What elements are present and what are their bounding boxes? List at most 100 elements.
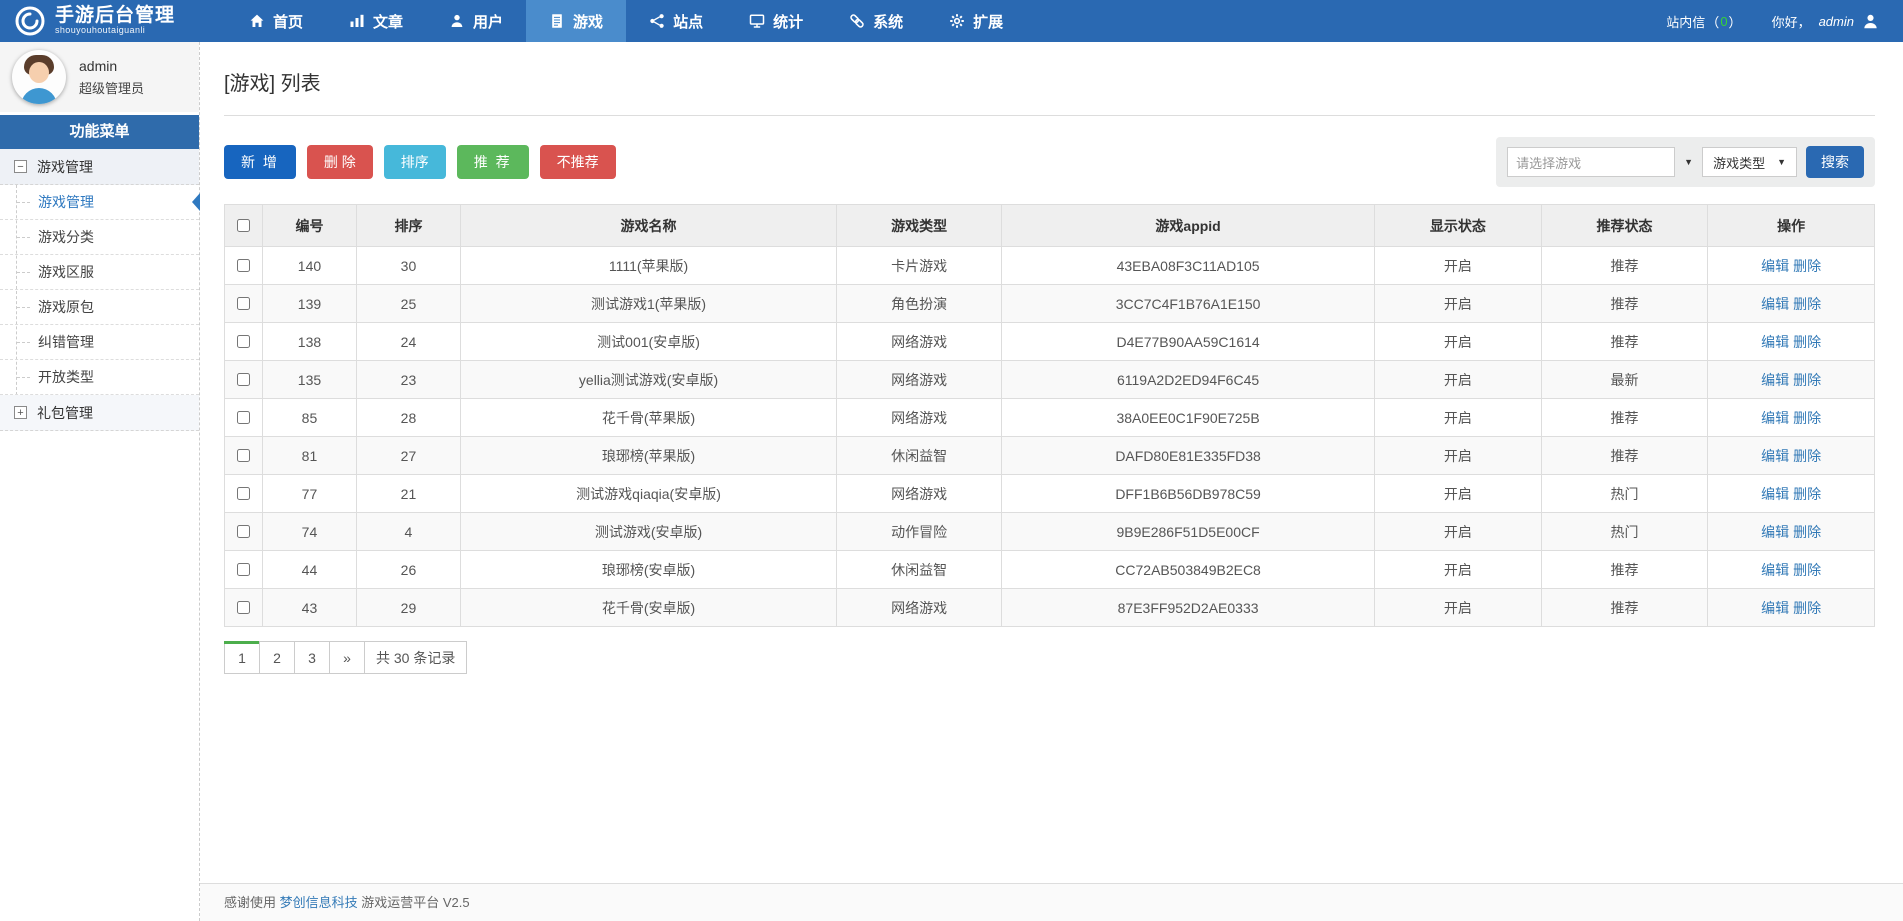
edit-link[interactable]: 编辑: [1761, 599, 1790, 616]
game-type-select[interactable]: 游戏类型 ▼: [1702, 147, 1797, 177]
cell-status: 开启: [1374, 474, 1542, 513]
cell-id: 138: [261, 322, 357, 361]
chevron-down-icon[interactable]: ▼: [1684, 157, 1694, 167]
sidebar-item-game-servers[interactable]: 游戏区服: [0, 255, 199, 290]
table-row: 74 4 测试游戏(安卓版) 动作冒险 9B9E286F51D5E00CF 开启 热门 编辑删…: [224, 512, 1875, 551]
cell-sort: 26: [355, 550, 461, 589]
sidebar-group-children: 游戏管理 游戏分类 游戏区服 游戏原包 纠错管理 开放类型: [0, 185, 200, 395]
collapse-icon[interactable]: −: [14, 160, 27, 173]
delete-link[interactable]: 删除: [1793, 599, 1822, 616]
row-checkbox[interactable]: [237, 601, 251, 614]
delete-link[interactable]: 删除: [1793, 257, 1822, 274]
row-checkbox[interactable]: [237, 487, 251, 500]
delete-link[interactable]: 删除: [1793, 409, 1822, 426]
add-button[interactable]: 新 增: [224, 145, 296, 179]
footer-company-link[interactable]: 梦创信息科技: [279, 895, 358, 910]
nav-label: 统计: [773, 13, 804, 31]
edit-link[interactable]: 编辑: [1761, 333, 1790, 350]
row-checkbox[interactable]: [237, 373, 251, 386]
nav-label: 系统: [873, 13, 904, 31]
cell-sort: 29: [355, 588, 461, 627]
sidebar-item-error-manage[interactable]: 纠错管理: [0, 325, 199, 360]
sidebar-group-game-management[interactable]: − 游戏管理: [0, 149, 199, 185]
cell-sort: 25: [355, 284, 461, 323]
delete-button[interactable]: 删 除: [306, 145, 373, 179]
col-name: 游戏名称: [459, 204, 838, 247]
row-checkbox[interactable]: [237, 449, 251, 462]
cell-status: 开启: [1374, 322, 1542, 361]
sidebar-group-label: 礼包管理: [37, 404, 93, 421]
edit-link[interactable]: 编辑: [1761, 409, 1790, 426]
row-checkbox[interactable]: [237, 297, 251, 310]
delete-link[interactable]: 删除: [1793, 485, 1822, 502]
edit-link[interactable]: 编辑: [1761, 447, 1790, 464]
game-select-input[interactable]: 请选择游戏: [1507, 147, 1676, 177]
page-button-2[interactable]: 2: [259, 641, 295, 674]
row-checkbox-cell: [224, 436, 263, 475]
nav-item-stats[interactable]: 统计: [726, 0, 826, 42]
nav-item-system[interactable]: 系统: [826, 0, 926, 42]
expand-icon[interactable]: +: [14, 406, 27, 419]
delete-link[interactable]: 删除: [1793, 333, 1822, 350]
delete-link[interactable]: 删除: [1793, 371, 1822, 388]
next-page-button[interactable]: »: [329, 641, 365, 674]
cell-sort: 4: [355, 512, 461, 551]
col-status: 显示状态: [1374, 204, 1542, 247]
col-recommend: 推荐状态: [1540, 204, 1709, 247]
table-row: 139 25 测试游戏1(苹果版) 角色扮演 3CC7C4F1B76A1E150 开启 推荐…: [224, 284, 1875, 323]
inbox-count: 0: [1720, 13, 1728, 29]
cell-id: 135: [261, 360, 357, 399]
search-button[interactable]: 搜索: [1806, 146, 1864, 178]
person-icon[interactable]: [1862, 13, 1879, 30]
game-select-placeholder: 请选择游戏: [1516, 155, 1582, 171]
nav-item-home[interactable]: 首页: [226, 0, 326, 42]
unrecommend-button[interactable]: 不推荐: [539, 145, 616, 179]
cell-name: 琅琊榜(安卓版): [459, 550, 838, 589]
sidebar-username: admin: [79, 57, 118, 74]
row-checkbox[interactable]: [237, 525, 251, 538]
cell-id: 44: [261, 550, 357, 589]
delete-link[interactable]: 删除: [1793, 295, 1822, 312]
recommend-button[interactable]: 推 荐: [456, 145, 529, 179]
sidebar-item-game-packages[interactable]: 游戏原包: [0, 290, 199, 325]
inbox-link[interactable]: 站内信 （ 0 ）: [1666, 13, 1742, 30]
cell-name: 测试游戏(安卓版): [459, 512, 838, 551]
row-checkbox[interactable]: [237, 411, 251, 424]
sidebar-group-gift-management[interactable]: + 礼包管理: [0, 395, 199, 431]
edit-link[interactable]: 编辑: [1761, 371, 1790, 388]
delete-link[interactable]: 删除: [1793, 523, 1822, 540]
table-row: 140 30 1111(苹果版) 卡片游戏 43EBA08F3C11AD105 开启 推荐编…: [224, 246, 1875, 285]
cell-appid: 3CC7C4F1B76A1E150: [1001, 284, 1376, 323]
edit-link[interactable]: 编辑: [1761, 295, 1790, 312]
row-actions: 编辑 删除: [1707, 398, 1875, 437]
delete-link[interactable]: 删除: [1793, 447, 1822, 464]
nav-item-games[interactable]: 游戏: [526, 0, 627, 42]
sidebar-item-open-types[interactable]: 开放类型: [0, 360, 199, 395]
page-button-1[interactable]: 1: [224, 641, 260, 674]
toolbar: 新 增 删 除 排序 推 荐 不推荐 请选择游戏 ▼ 游戏类型 ▼ 搜索: [224, 137, 1875, 187]
page-title: [游戏] 列表: [224, 73, 321, 95]
sidebar-item-game-category[interactable]: 游戏分类: [0, 220, 199, 255]
row-checkbox[interactable]: [237, 563, 251, 576]
sidebar-item-game-manage[interactable]: 游戏管理: [0, 185, 200, 220]
cell-type: 角色扮演: [836, 284, 1003, 323]
edit-link[interactable]: 编辑: [1761, 561, 1790, 578]
row-checkbox[interactable]: [237, 259, 251, 272]
nav-item-users[interactable]: 用户: [426, 0, 526, 42]
edit-link[interactable]: 编辑: [1761, 523, 1790, 540]
page-button-3[interactable]: 3: [294, 641, 330, 674]
edit-link[interactable]: 编辑: [1761, 485, 1790, 502]
row-checkbox[interactable]: [237, 335, 251, 348]
nav-item-sites[interactable]: 站点: [626, 0, 726, 42]
cell-name: 1111(苹果版): [459, 246, 838, 285]
delete-link[interactable]: 删除: [1793, 561, 1822, 578]
col-sort: 排序: [355, 204, 461, 247]
share-icon: [649, 13, 665, 29]
edit-link[interactable]: 编辑: [1761, 257, 1790, 274]
row-actions: 编辑 删除: [1707, 284, 1875, 323]
sort-button[interactable]: 排序: [383, 145, 446, 179]
nav-item-articles[interactable]: 文章: [326, 0, 426, 42]
select-all-checkbox[interactable]: [237, 219, 251, 232]
nav-item-extensions[interactable]: 扩展: [926, 0, 1026, 42]
row-actions: 编辑 删除: [1707, 322, 1875, 361]
